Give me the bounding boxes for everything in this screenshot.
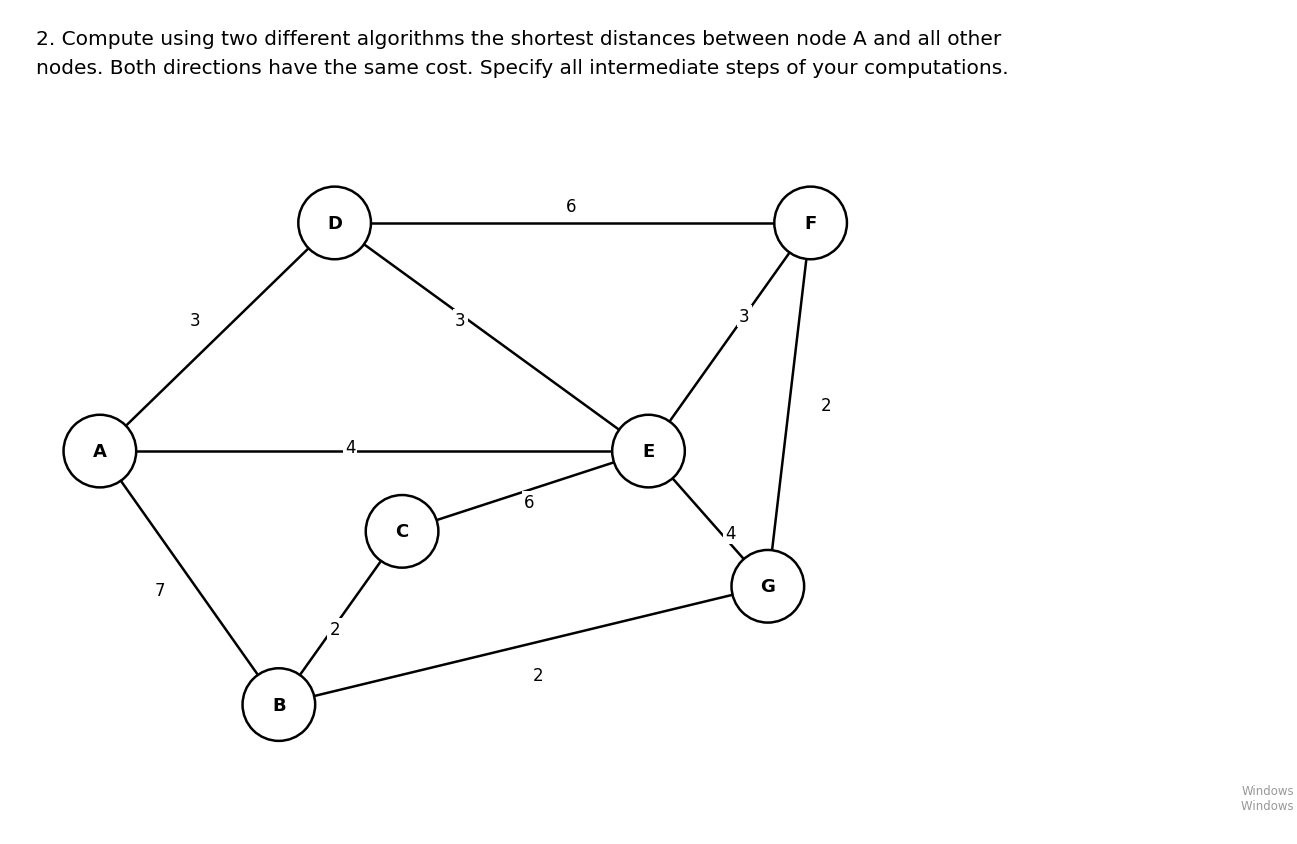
Ellipse shape [243,668,315,741]
Text: 7: 7 [154,582,165,600]
Ellipse shape [366,495,438,568]
Text: nodes. Both directions have the same cost. Specify all intermediate steps of you: nodes. Both directions have the same cos… [36,59,1009,78]
Ellipse shape [64,415,136,488]
Text: 3: 3 [739,307,750,326]
Text: F: F [804,214,817,233]
Text: 4: 4 [725,524,735,543]
Text: 2: 2 [329,619,340,638]
Text: 6: 6 [524,493,534,511]
Text: C: C [396,522,409,541]
Ellipse shape [732,550,804,623]
Text: A: A [93,442,106,461]
Text: D: D [327,214,342,233]
Text: 2: 2 [533,666,543,684]
Text: 3: 3 [189,311,200,330]
Text: E: E [642,442,655,461]
Text: 2. Compute using two different algorithms the shortest distances between node A : 2. Compute using two different algorithm… [36,30,1001,48]
Ellipse shape [298,187,371,260]
Text: B: B [272,695,285,714]
Text: 2: 2 [821,396,831,414]
Text: 6: 6 [565,197,576,216]
Text: 4: 4 [345,438,355,457]
Text: 3: 3 [455,311,466,330]
Ellipse shape [612,415,685,488]
Text: Windows
Windows u: Windows Windows u [1241,784,1297,812]
Text: G: G [760,577,776,596]
Ellipse shape [774,187,847,260]
